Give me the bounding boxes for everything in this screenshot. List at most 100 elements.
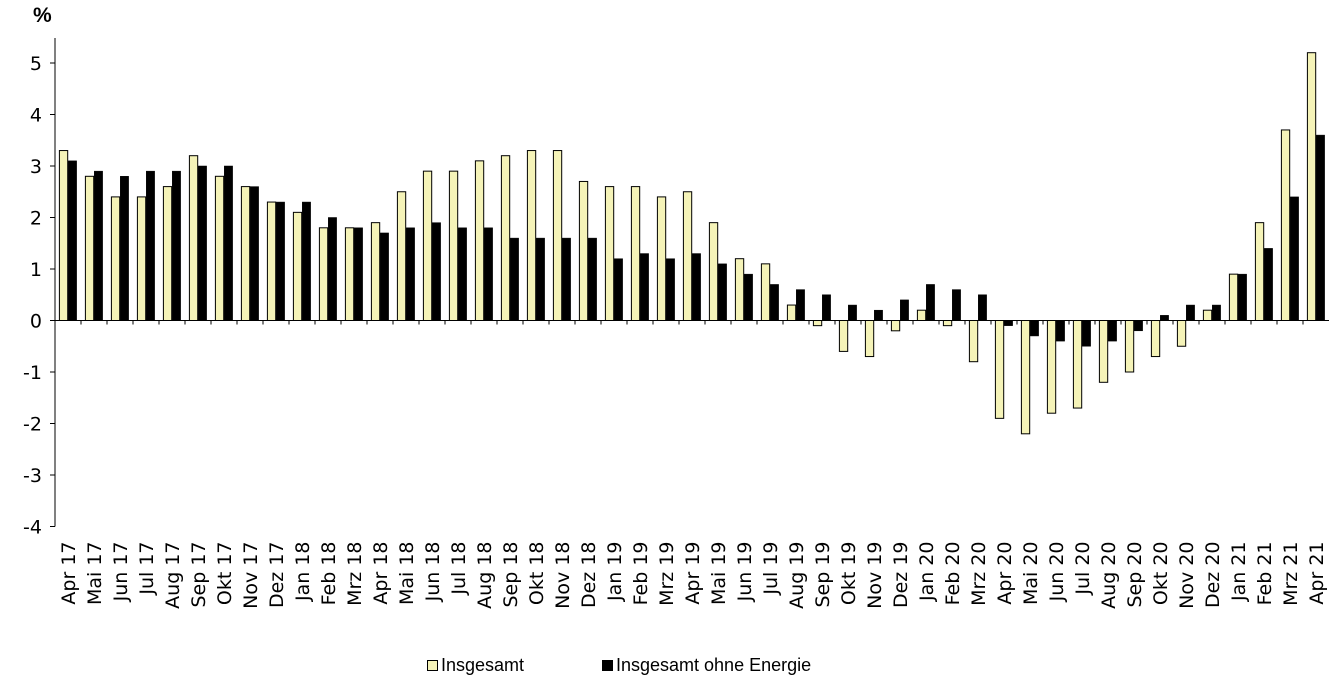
- bar-insgesamt: [553, 151, 561, 321]
- bar-insgesamt: [397, 192, 405, 321]
- bar-insgesamt: [1203, 310, 1211, 320]
- bar-insgesamt: [813, 321, 821, 326]
- bar-insgesamt: [995, 321, 1003, 419]
- x-tick-label: Nov 18: [552, 542, 574, 609]
- bar-chart: 543210-1-2-3-4Apr 17 Mai 17 Jun 17 Jul 17 Au…: [0, 0, 1339, 640]
- x-tick-label: Aug 17: [162, 542, 184, 609]
- y-tick-label: 1: [30, 259, 42, 281]
- bar-insgesamt: [657, 197, 665, 321]
- bar-insgesamt: [1281, 130, 1289, 321]
- x-tick-label: Jun 18: [422, 542, 444, 603]
- x-tick-label: Apr 17: [58, 542, 80, 605]
- x-tick-label: Feb 19: [630, 542, 652, 606]
- bar-ohne-energie: [952, 290, 960, 321]
- y-tick-label: -1: [23, 362, 42, 384]
- x-tick-label: Mai 20: [1020, 542, 1042, 606]
- bar-ohne-energie: [900, 300, 908, 321]
- x-tick-label: Okt 20: [1150, 542, 1172, 606]
- bar-insgesamt: [839, 321, 847, 352]
- bar-insgesamt: [1177, 321, 1185, 347]
- bar-ohne-energie: [770, 284, 778, 320]
- legend: Insgesamt Insgesamt ohne Energie: [0, 655, 1339, 679]
- bar-insgesamt: [1047, 321, 1055, 414]
- bar-ohne-energie: [640, 254, 648, 321]
- bar-ohne-energie: [1004, 321, 1012, 326]
- x-tick-label: Jun 20: [1046, 542, 1068, 603]
- x-tick-label: Aug 20: [1098, 542, 1120, 609]
- y-tick-label: 5: [30, 53, 42, 75]
- x-tick-label: Feb 18: [318, 542, 340, 606]
- bar-ohne-energie: [926, 284, 934, 320]
- bar-ohne-energie: [354, 228, 362, 321]
- bar-ohne-energie: [588, 238, 596, 320]
- bar-ohne-energie: [562, 238, 570, 320]
- bar-ohne-energie: [1212, 305, 1220, 320]
- x-tick-label: Mai 18: [396, 542, 418, 606]
- bar-ohne-energie: [120, 176, 128, 320]
- x-tick-label: Jan 20: [916, 542, 938, 603]
- bar-ohne-energie: [406, 228, 414, 321]
- bar-ohne-energie: [484, 228, 492, 321]
- x-tick-label: Jul 20: [1072, 542, 1094, 596]
- bar-insgesamt: [1125, 321, 1133, 373]
- bar-insgesamt: [683, 192, 691, 321]
- bar-insgesamt: [943, 321, 951, 326]
- legend-item-insgesamt: Insgesamt: [427, 655, 524, 676]
- bar-insgesamt: [1255, 223, 1263, 321]
- x-tick-label: Jan 18: [292, 542, 314, 603]
- x-tick-label: Jul 19: [760, 542, 782, 596]
- bar-insgesamt: [1307, 53, 1315, 321]
- x-tick-label: Jun 17: [110, 542, 132, 603]
- x-tick-label: Mrz 18: [344, 542, 366, 606]
- bar-ohne-energie: [380, 233, 388, 321]
- x-tick-label: Aug 18: [474, 542, 496, 609]
- bar-ohne-energie: [874, 310, 882, 320]
- bar-insgesamt: [241, 187, 249, 321]
- x-tick-label: Mrz 19: [656, 542, 678, 606]
- bar-ohne-energie: [68, 161, 76, 321]
- y-tick-label: 4: [30, 105, 42, 127]
- bar-insgesamt: [761, 264, 769, 321]
- bar-insgesamt: [163, 187, 171, 321]
- bar-insgesamt: [1229, 274, 1237, 320]
- bar-insgesamt: [1021, 321, 1029, 434]
- bar-insgesamt: [449, 171, 457, 320]
- x-tick-label: Jan 21: [1228, 542, 1250, 603]
- bar-ohne-energie: [1160, 315, 1168, 320]
- bar-ohne-energie: [1030, 321, 1038, 336]
- y-tick-label: 0: [30, 311, 42, 333]
- x-tick-label: Dez 20: [1202, 542, 1224, 609]
- x-tick-label: Dez 18: [578, 542, 600, 609]
- bar-insgesamt: [787, 305, 795, 320]
- bar-insgesamt: [319, 228, 327, 321]
- x-tick-label: Feb 21: [1254, 542, 1276, 606]
- bar-insgesamt: [475, 161, 483, 321]
- y-tick-label: 3: [30, 156, 42, 178]
- x-tick-label: Sep 18: [500, 542, 522, 608]
- bar-insgesamt: [579, 181, 587, 320]
- x-tick-label: Mai 19: [708, 542, 730, 606]
- bar-insgesamt: [215, 176, 223, 320]
- bar-ohne-energie: [510, 238, 518, 320]
- bar-ohne-energie: [224, 166, 232, 321]
- x-tick-label: Sep 19: [812, 542, 834, 608]
- legend-swatch-ohne-energie: [602, 660, 613, 671]
- y-tick-label: -3: [23, 465, 42, 487]
- bar-ohne-energie: [848, 305, 856, 320]
- bar-insgesamt: [111, 197, 119, 321]
- bar-insgesamt: [293, 212, 301, 320]
- bar-ohne-energie: [822, 295, 830, 321]
- bar-insgesamt: [423, 171, 431, 320]
- bar-ohne-energie: [198, 166, 206, 321]
- bar-ohne-energie: [796, 290, 804, 321]
- x-tick-label: Feb 20: [942, 542, 964, 606]
- x-tick-label: Dez 19: [890, 542, 912, 609]
- x-tick-label: Mrz 21: [1280, 542, 1302, 606]
- bar-insgesamt: [1073, 321, 1081, 409]
- bar-insgesamt: [865, 321, 873, 357]
- x-tick-label: Jul 18: [448, 542, 470, 596]
- x-tick-label: Jun 19: [734, 542, 756, 603]
- x-tick-label: Jul 17: [136, 542, 158, 596]
- bar-insgesamt: [267, 202, 275, 320]
- bar-insgesamt: [891, 321, 899, 331]
